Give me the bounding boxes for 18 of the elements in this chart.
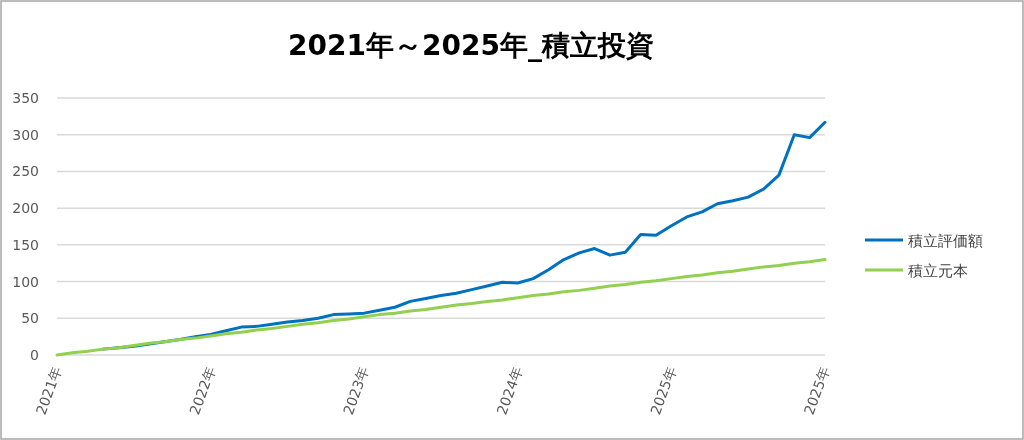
x-tick-label: 2025年 [800,364,833,417]
y-tick-label: 100 [12,273,39,290]
legend-label: 積立評価額 [908,232,983,250]
y-tick-label: 0 [30,347,39,363]
y-tick-label: 300 [12,126,39,143]
x-tick-label: 2023年 [340,364,373,417]
x-tick-label: 2024年 [493,364,526,417]
y-tick-label: 350 [12,90,39,106]
y-tick-label: 150 [12,236,39,253]
x-tick-label: 2025年 [647,364,680,417]
legend-label: 積立元本 [908,262,968,280]
x-tick-label: 2021年 [32,364,65,417]
y-tick-label: 250 [12,163,39,180]
line-series [55,258,827,357]
y-tick-label: 200 [12,200,39,217]
x-tick-label: 2022年 [186,364,219,417]
chart-title: 2021年～2025年_積立投資 [288,29,654,62]
y-tick-label: 50 [21,310,39,327]
